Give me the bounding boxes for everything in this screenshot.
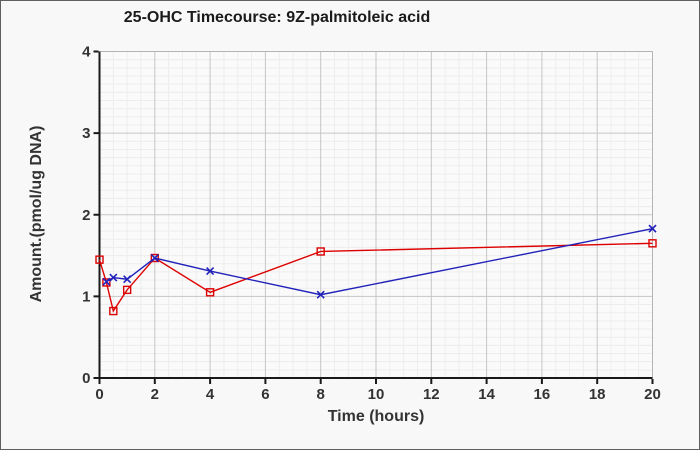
y-tick-label: 1 xyxy=(82,288,90,305)
series-2-blue-x-marker xyxy=(648,224,657,233)
x-tick-label: 8 xyxy=(317,386,325,403)
chart-title: 25-OHC Timecourse: 9Z-palmitoleic acid xyxy=(123,9,431,26)
x-tick-label: 4 xyxy=(206,386,215,403)
x-tick-label: 12 xyxy=(423,386,440,403)
x-tick-label: 10 xyxy=(368,386,385,403)
series-1-red-squares-marker xyxy=(122,285,132,295)
series-1-red-squares-marker xyxy=(95,255,104,264)
y-tick-label: 3 xyxy=(82,125,90,142)
series-1-red-squares-marker xyxy=(102,278,111,287)
series-2-blue-x-marker xyxy=(316,290,325,299)
series-1-red-squares-marker xyxy=(109,306,118,316)
series-1-red-squares-marker xyxy=(150,253,160,263)
y-tick-label: 2 xyxy=(82,207,90,224)
series-2-blue-x-marker xyxy=(150,253,159,263)
series-1-red-squares-marker xyxy=(648,239,657,248)
x-tick-label: 18 xyxy=(589,386,606,403)
series-2-blue-x-marker xyxy=(109,273,118,282)
x-tick-label: 14 xyxy=(478,386,495,403)
series-1-red-squares-marker xyxy=(316,247,325,256)
x-axis-title: Time (hours) xyxy=(327,408,425,425)
series-1-red-squares-marker xyxy=(205,288,215,297)
series-1-red-squares-line xyxy=(98,242,653,313)
x-tick-label: 2 xyxy=(151,386,159,403)
x-tick-label: 0 xyxy=(95,386,103,403)
series-2-blue-x-marker xyxy=(123,275,132,284)
y-tick-label: 4 xyxy=(82,44,91,61)
y-axis-title: Amount.(pmol/ug DNA) xyxy=(28,125,45,303)
y-tick-label: 0 xyxy=(82,370,90,387)
series-2-blue-x-marker xyxy=(206,267,215,276)
x-tick-label: 6 xyxy=(261,386,269,403)
series-2-blue-x-marker xyxy=(102,277,111,286)
x-tick-label: 20 xyxy=(644,386,661,403)
x-tick-label: 16 xyxy=(534,386,551,403)
